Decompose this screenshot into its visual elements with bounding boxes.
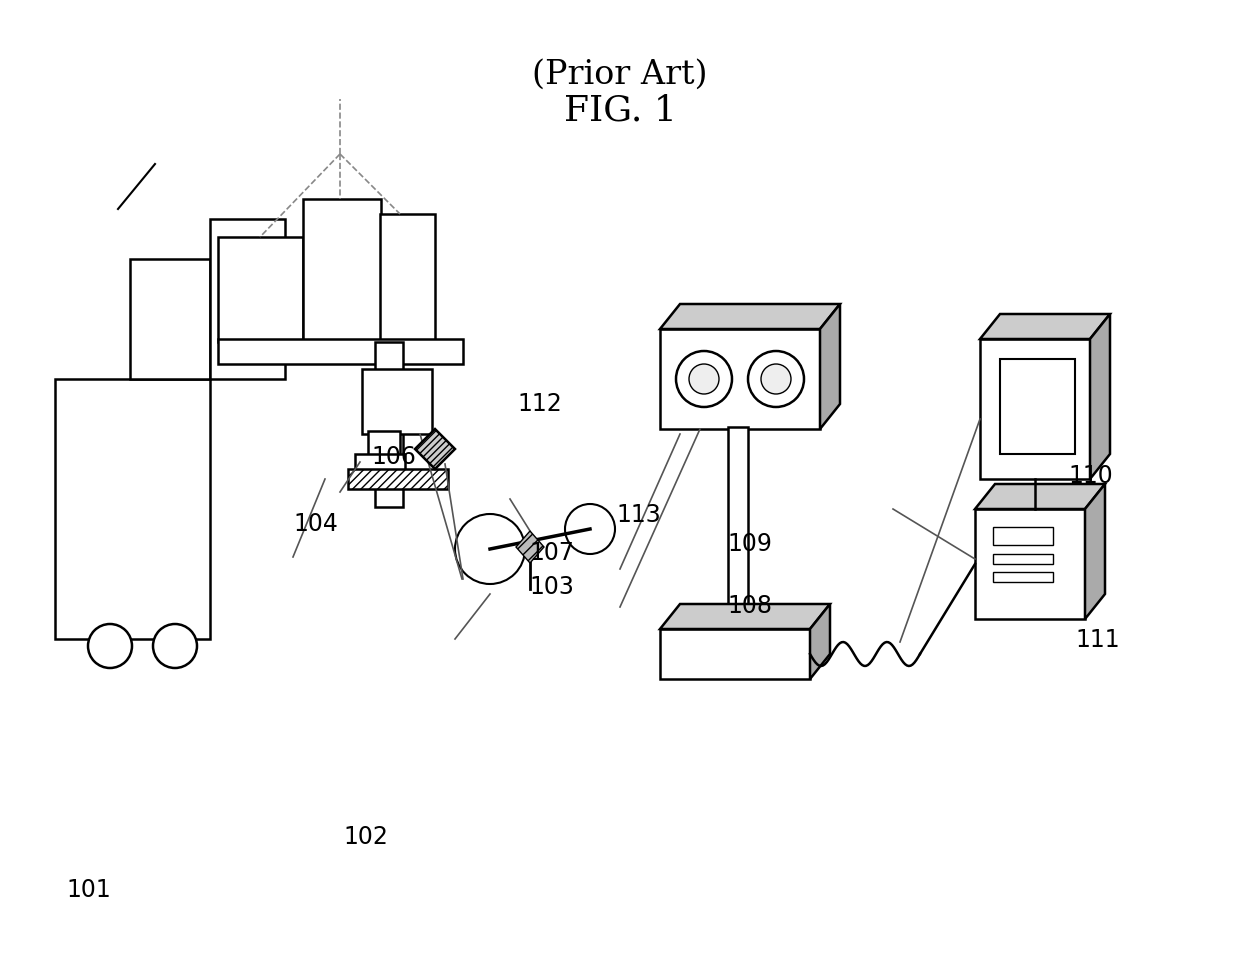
- Polygon shape: [660, 330, 820, 430]
- Text: 101: 101: [67, 877, 112, 900]
- Polygon shape: [660, 305, 839, 330]
- Circle shape: [676, 352, 732, 407]
- Polygon shape: [660, 604, 830, 629]
- Text: 106: 106: [372, 445, 417, 468]
- Polygon shape: [516, 531, 544, 563]
- Bar: [999, 359, 1075, 455]
- Text: FIG. 1: FIG. 1: [563, 93, 677, 128]
- Text: 102: 102: [343, 825, 388, 848]
- Bar: [210, 220, 285, 380]
- Bar: [362, 370, 432, 434]
- Circle shape: [153, 625, 197, 668]
- Bar: [218, 339, 463, 364]
- Polygon shape: [980, 339, 1090, 480]
- Bar: [55, 380, 210, 639]
- Text: 112: 112: [517, 392, 562, 415]
- Bar: [993, 554, 1053, 564]
- Bar: [130, 259, 210, 380]
- Polygon shape: [980, 314, 1110, 339]
- Polygon shape: [975, 509, 1085, 619]
- Bar: [303, 200, 381, 343]
- Circle shape: [689, 364, 719, 395]
- Circle shape: [88, 625, 131, 668]
- Polygon shape: [810, 604, 830, 679]
- Polygon shape: [1090, 314, 1110, 480]
- Text: 104: 104: [294, 512, 339, 535]
- Text: 108: 108: [728, 594, 773, 617]
- Text: 110: 110: [1069, 464, 1114, 487]
- Bar: [993, 573, 1053, 582]
- Bar: [379, 214, 435, 343]
- Text: (Prior Art): (Prior Art): [532, 59, 708, 91]
- Circle shape: [761, 364, 791, 395]
- Circle shape: [455, 514, 525, 584]
- Text: 111: 111: [1075, 628, 1120, 651]
- Text: 107: 107: [529, 541, 574, 564]
- Bar: [993, 528, 1053, 546]
- Text: 113: 113: [616, 503, 661, 526]
- Polygon shape: [1085, 484, 1105, 619]
- Bar: [368, 431, 401, 459]
- Polygon shape: [415, 430, 455, 470]
- Text: 103: 103: [529, 575, 574, 598]
- Bar: [355, 455, 405, 477]
- Polygon shape: [820, 305, 839, 430]
- Circle shape: [748, 352, 804, 407]
- Bar: [374, 343, 403, 507]
- Polygon shape: [975, 484, 1105, 509]
- Text: 109: 109: [728, 531, 773, 554]
- Bar: [348, 470, 448, 489]
- Circle shape: [565, 505, 615, 554]
- Polygon shape: [660, 629, 810, 679]
- Bar: [728, 428, 748, 637]
- Bar: [218, 237, 303, 343]
